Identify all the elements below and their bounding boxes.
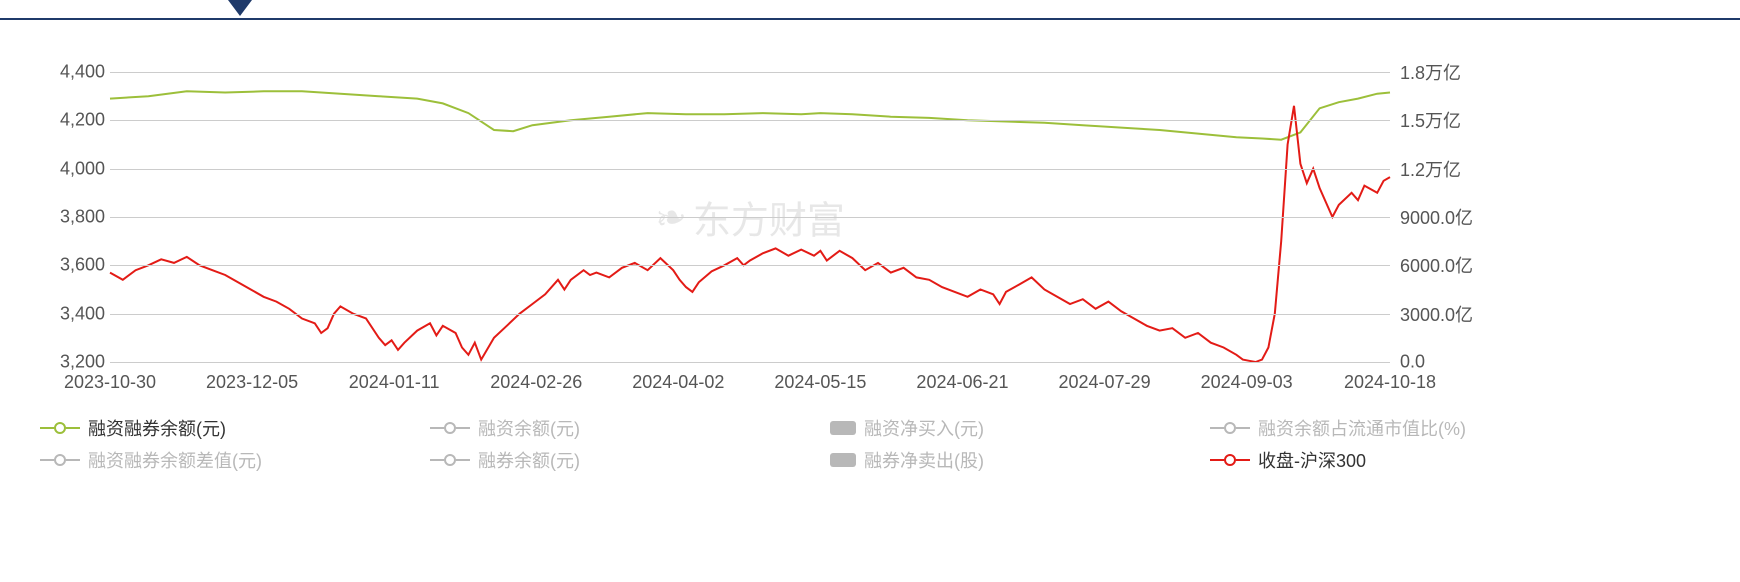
legend-label: 融资融券余额差值(元) (88, 447, 262, 473)
legend-bar-icon (830, 421, 856, 435)
x-label: 2024-05-15 (774, 372, 866, 393)
x-label: 2024-10-18 (1344, 372, 1436, 393)
legend-line-dot-icon (430, 454, 470, 466)
legend-item[interactable]: 融资融券余额差值(元) (40, 447, 262, 473)
gridline (110, 314, 1390, 315)
x-label: 2024-02-26 (490, 372, 582, 393)
legend-item[interactable]: 融资净买入(元) (830, 415, 984, 441)
gridline (110, 120, 1390, 121)
legend-line-dot-icon (1210, 454, 1250, 466)
legend-label: 收盘-沪深300 (1258, 447, 1366, 473)
legend-label: 融资余额占流通市值比(%) (1258, 415, 1466, 441)
y-left-label: 3,600 (20, 255, 105, 276)
y-right-label: 6000.0亿 (1400, 252, 1520, 278)
chart-container: ❧东方财富 4,400 1.8万亿 4,200 1.5万亿 4,000 1.2万亿 3,80… (0, 0, 1740, 582)
legend-item[interactable]: 融资余额(元) (430, 415, 580, 441)
x-label: 2023-10-30 (64, 372, 156, 393)
y-right-label: 1.2万亿 (1400, 156, 1520, 182)
gridline (110, 265, 1390, 266)
gridline (110, 169, 1390, 170)
gridline (110, 362, 1390, 363)
legend-bar-icon (830, 453, 856, 467)
y-left-label: 3,200 (20, 352, 105, 373)
red-line (110, 106, 1390, 362)
x-label: 2024-06-21 (916, 372, 1008, 393)
green-line (110, 91, 1390, 139)
legend-label: 融资余额(元) (478, 415, 580, 441)
y-left-label: 4,200 (20, 110, 105, 131)
legend-line-dot-icon (40, 422, 80, 434)
y-right-label: 3000.0亿 (1400, 301, 1520, 327)
top-bar (0, 0, 1740, 20)
y-right-label: 1.5万亿 (1400, 107, 1520, 133)
tab-arrow-icon (228, 0, 252, 16)
legend-label: 融券余额(元) (478, 447, 580, 473)
legend-line-dot-icon (1210, 422, 1250, 434)
plot-area: ❧东方财富 (110, 72, 1390, 362)
y-left-label: 3,800 (20, 207, 105, 228)
legend-line-dot-icon (40, 454, 80, 466)
legend-item[interactable]: 融券余额(元) (430, 447, 580, 473)
y-left-label: 4,000 (20, 158, 105, 179)
legend-line-dot-icon (430, 422, 470, 434)
legend-label: 融券净卖出(股) (864, 447, 984, 473)
x-label: 2024-07-29 (1059, 372, 1151, 393)
legend-label: 融资净买入(元) (864, 415, 984, 441)
x-label: 2024-09-03 (1201, 372, 1293, 393)
legend-item[interactable]: 融资余额占流通市值比(%) (1210, 415, 1466, 441)
legend-item[interactable]: 融资融券余额(元) (40, 415, 226, 441)
x-label: 2024-04-02 (632, 372, 724, 393)
y-left-label: 4,400 (20, 62, 105, 83)
x-label: 2024-01-11 (349, 372, 440, 393)
x-label: 2023-12-05 (206, 372, 298, 393)
gridline (110, 72, 1390, 73)
y-left-label: 3,400 (20, 303, 105, 324)
gridline (110, 217, 1390, 218)
y-right-label: 0.0 (1400, 352, 1520, 373)
y-right-label: 9000.0亿 (1400, 204, 1520, 230)
y-right-label: 1.8万亿 (1400, 59, 1520, 85)
chart-area: ❧东方财富 4,4001.8万亿4,2001.5万亿4,0001.2万亿3,80… (20, 72, 1480, 372)
legend-item[interactable]: 收盘-沪深300 (1210, 447, 1366, 473)
legend-item[interactable]: 融券净卖出(股) (830, 447, 984, 473)
legend-label: 融资融券余额(元) (88, 415, 226, 441)
